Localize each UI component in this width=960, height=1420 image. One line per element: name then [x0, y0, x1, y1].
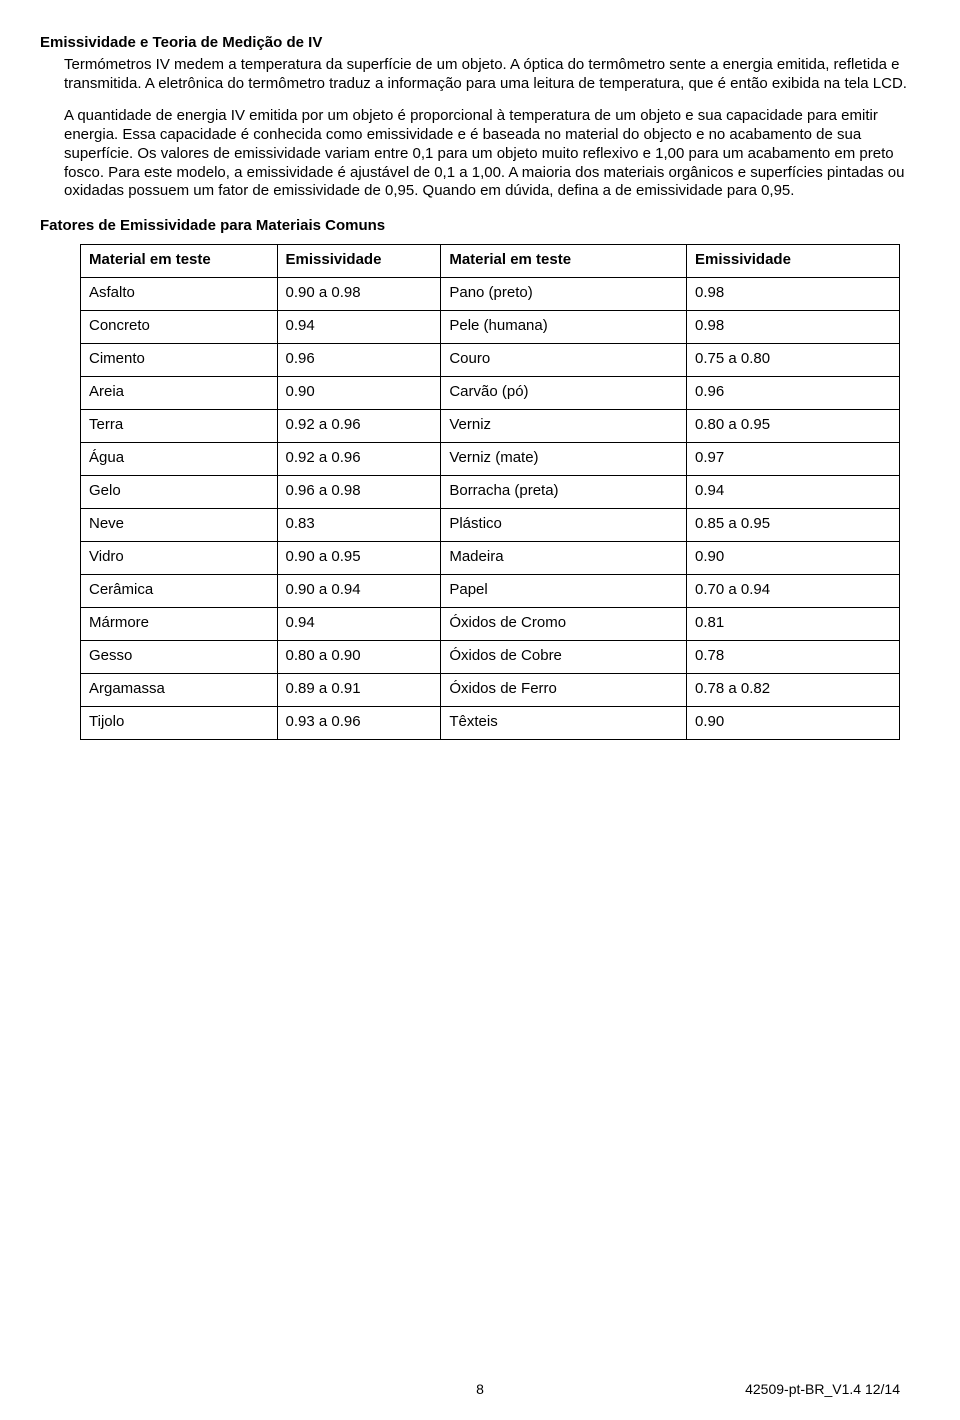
- table-cell: Borracha (preta): [441, 475, 687, 508]
- table-cell: Couro: [441, 343, 687, 376]
- table-cell: Asfalto: [81, 277, 278, 310]
- table-cell: Carvão (pó): [441, 376, 687, 409]
- table-cell: Cerâmica: [81, 574, 278, 607]
- table-cell: 0.98: [687, 310, 900, 343]
- table-cell: Papel: [441, 574, 687, 607]
- table-cell: 0.78 a 0.82: [687, 673, 900, 706]
- page-footer: 8 42509-pt-BR_V1.4 12/14: [0, 1381, 960, 1399]
- table-cell: 0.81: [687, 607, 900, 640]
- table-cell: Madeira: [441, 541, 687, 574]
- table-cell: Argamassa: [81, 673, 278, 706]
- table-cell: 0.75 a 0.80: [687, 343, 900, 376]
- table-row: Água0.92 a 0.96Verniz (mate)0.97: [81, 442, 900, 475]
- table-cell: Têxteis: [441, 706, 687, 739]
- table-header: Emissividade: [687, 244, 900, 277]
- table-cell: Plástico: [441, 508, 687, 541]
- table-cell: 0.96: [687, 376, 900, 409]
- table-cell: 0.83: [277, 508, 441, 541]
- table-cell: 0.98: [687, 277, 900, 310]
- table-header: Emissividade: [277, 244, 441, 277]
- table-cell: 0.97: [687, 442, 900, 475]
- table-row: Cimento0.96Couro0.75 a 0.80: [81, 343, 900, 376]
- table-row: Gelo0.96 a 0.98Borracha (preta)0.94: [81, 475, 900, 508]
- table-row: Concreto0.94Pele (humana)0.98: [81, 310, 900, 343]
- section-heading: Emissividade e Teoria de Medição de IV: [40, 34, 920, 53]
- table-cell: Óxidos de Ferro: [441, 673, 687, 706]
- table-cell: Gelo: [81, 475, 278, 508]
- table-cell: 0.90 a 0.95: [277, 541, 441, 574]
- table-subtitle: Fatores de Emissividade para Materiais C…: [40, 217, 920, 236]
- table-header: Material em teste: [441, 244, 687, 277]
- table-row: Neve0.83Plástico0.85 a 0.95: [81, 508, 900, 541]
- table-cell: Concreto: [81, 310, 278, 343]
- table-cell: 0.94: [277, 607, 441, 640]
- footer-page-number: 8: [0, 1381, 960, 1399]
- table-row: Mármore0.94Óxidos de Cromo0.81: [81, 607, 900, 640]
- table-cell: Água: [81, 442, 278, 475]
- table-row: Tijolo0.93 a 0.96Têxteis0.90: [81, 706, 900, 739]
- table-cell: Pele (humana): [441, 310, 687, 343]
- table-cell: 0.85 a 0.95: [687, 508, 900, 541]
- emissivity-table: Material em teste Emissividade Material …: [80, 244, 900, 740]
- table-row: Terra0.92 a 0.96Verniz0.80 a 0.95: [81, 409, 900, 442]
- table-cell: Óxidos de Cobre: [441, 640, 687, 673]
- table-cell: 0.92 a 0.96: [277, 409, 441, 442]
- table-cell: 0.90: [687, 541, 900, 574]
- table-cell: 0.90 a 0.98: [277, 277, 441, 310]
- table-cell: 0.93 a 0.96: [277, 706, 441, 739]
- table-cell: 0.94: [277, 310, 441, 343]
- table-cell: Terra: [81, 409, 278, 442]
- table-cell: Tijolo: [81, 706, 278, 739]
- table-cell: Neve: [81, 508, 278, 541]
- table-cell: 0.90: [277, 376, 441, 409]
- table-cell: 0.96: [277, 343, 441, 376]
- table-cell: 0.96 a 0.98: [277, 475, 441, 508]
- table-cell: Verniz: [441, 409, 687, 442]
- table-cell: Pano (preto): [441, 277, 687, 310]
- table-cell: 0.92 a 0.96: [277, 442, 441, 475]
- table-cell: 0.90 a 0.94: [277, 574, 441, 607]
- table-row: Gesso0.80 a 0.90Óxidos de Cobre0.78: [81, 640, 900, 673]
- table-cell: Vidro: [81, 541, 278, 574]
- paragraph-2: A quantidade de energia IV emitida por u…: [64, 107, 920, 201]
- table-cell: Areia: [81, 376, 278, 409]
- table-cell: Cimento: [81, 343, 278, 376]
- table-row: Asfalto0.90 a 0.98Pano (preto)0.98: [81, 277, 900, 310]
- paragraph-1: Termómetros IV medem a temperatura da su…: [64, 56, 920, 94]
- table-row: Areia0.90Carvão (pó)0.96: [81, 376, 900, 409]
- table-row: Vidro0.90 a 0.95Madeira0.90: [81, 541, 900, 574]
- table-cell: Óxidos de Cromo: [441, 607, 687, 640]
- table-row: Argamassa0.89 a 0.91Óxidos de Ferro0.78 …: [81, 673, 900, 706]
- table-cell: 0.80 a 0.90: [277, 640, 441, 673]
- table-header-row: Material em teste Emissividade Material …: [81, 244, 900, 277]
- table-cell: 0.80 a 0.95: [687, 409, 900, 442]
- table-cell: 0.94: [687, 475, 900, 508]
- table-cell: 0.78: [687, 640, 900, 673]
- table-header: Material em teste: [81, 244, 278, 277]
- table-row: Cerâmica0.90 a 0.94Papel0.70 a 0.94: [81, 574, 900, 607]
- table-cell: 0.89 a 0.91: [277, 673, 441, 706]
- table-cell: 0.90: [687, 706, 900, 739]
- table-cell: 0.70 a 0.94: [687, 574, 900, 607]
- table-cell: Verniz (mate): [441, 442, 687, 475]
- table-cell: Mármore: [81, 607, 278, 640]
- table-cell: Gesso: [81, 640, 278, 673]
